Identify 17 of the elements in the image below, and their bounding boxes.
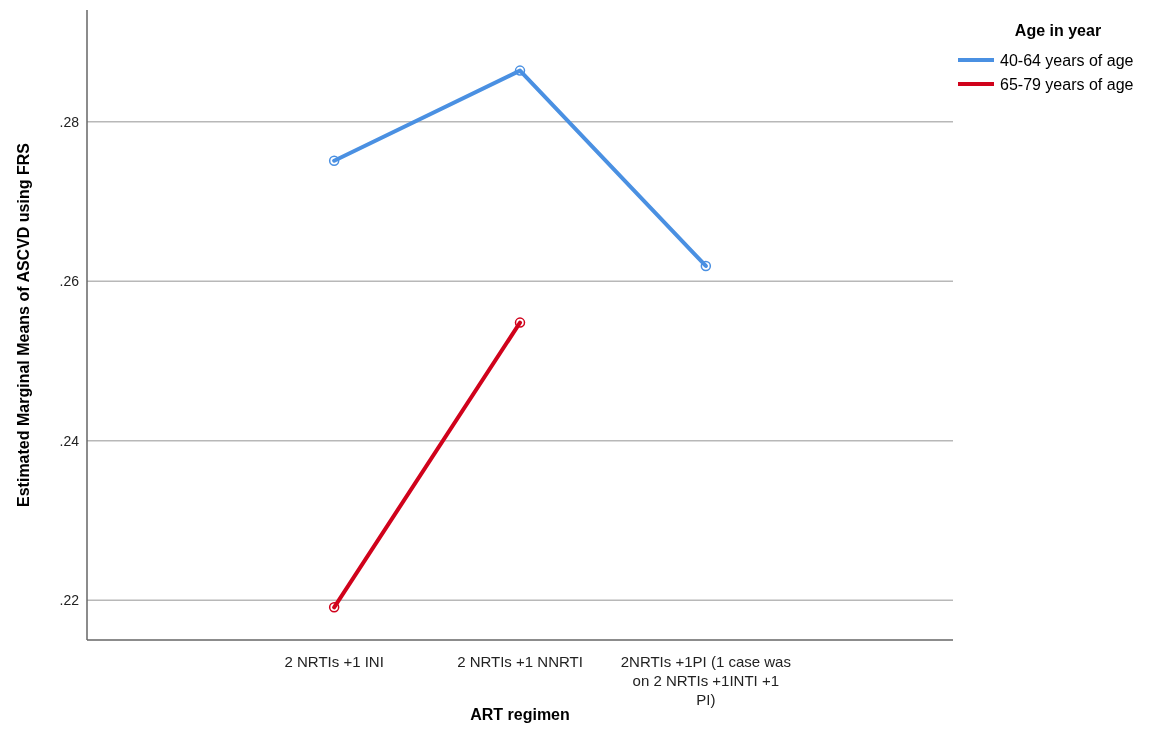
legend-title: Age in year [1014,22,1102,39]
x-tick-label: 2 NRTIs +1 NNRTI [457,653,583,670]
point [328,602,340,613]
x-tick-label: 2 NRTIs +1 INI [284,653,384,670]
legend-label: 40-64 years of age [1000,51,1134,69]
legend-label: 65-79 years of age [1000,75,1134,93]
y-tick-label: .24 [59,432,80,449]
y-tick-label: .28 [59,113,80,130]
x-axis-title: ART regimen [470,706,570,723]
y-tick-label: .26 [59,273,80,290]
y-tick-label: .22 [59,592,80,609]
point [700,260,712,272]
y-axis-title: Estimated Marginal Means of ASCVD using FRS [15,142,32,507]
point [328,155,340,166]
point [514,65,526,76]
x-tick-label: 2NRTIs +1PI (1 case was on 2 NRTIs +1INTI +1 PI) [620,653,791,708]
point [514,317,526,328]
